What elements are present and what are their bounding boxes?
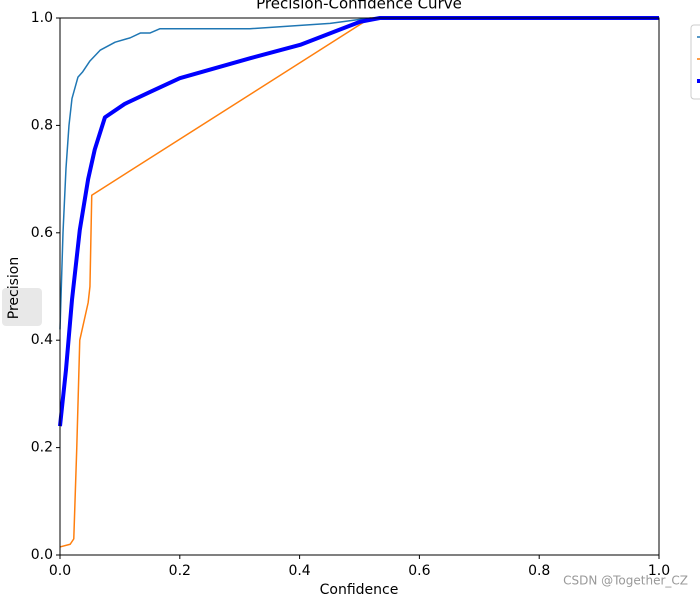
label-highlight	[2, 288, 42, 326]
y-tick-label: 1.0	[31, 10, 53, 26]
x-tick-label: 1.0	[648, 563, 670, 579]
watermark: CSDN @Together_CZ	[563, 574, 688, 588]
x-axis-label: Confidence	[320, 582, 399, 594]
x-tick-label: 0.6	[408, 563, 430, 579]
x-tick-label: 0.2	[169, 563, 191, 579]
chart-title: Precision-Confidence Curve	[256, 0, 462, 13]
x-tick-label: 0.0	[49, 563, 71, 579]
y-tick-label: 0.6	[31, 225, 53, 241]
y-tick-label: 0.8	[31, 117, 53, 133]
legend-box	[690, 24, 700, 100]
x-tick-label: 0.4	[288, 563, 310, 579]
y-axis-label: Precision	[6, 257, 22, 319]
y-tick-label: 0.0	[31, 547, 53, 563]
y-tick-label: 0.4	[31, 332, 53, 348]
series-line	[58, 16, 659, 427]
plot-frame	[59, 17, 660, 556]
series-line	[59, 17, 659, 548]
y-tick-label: 0.2	[31, 440, 53, 456]
series-line	[59, 17, 659, 330]
x-tick-label: 0.8	[528, 563, 550, 579]
